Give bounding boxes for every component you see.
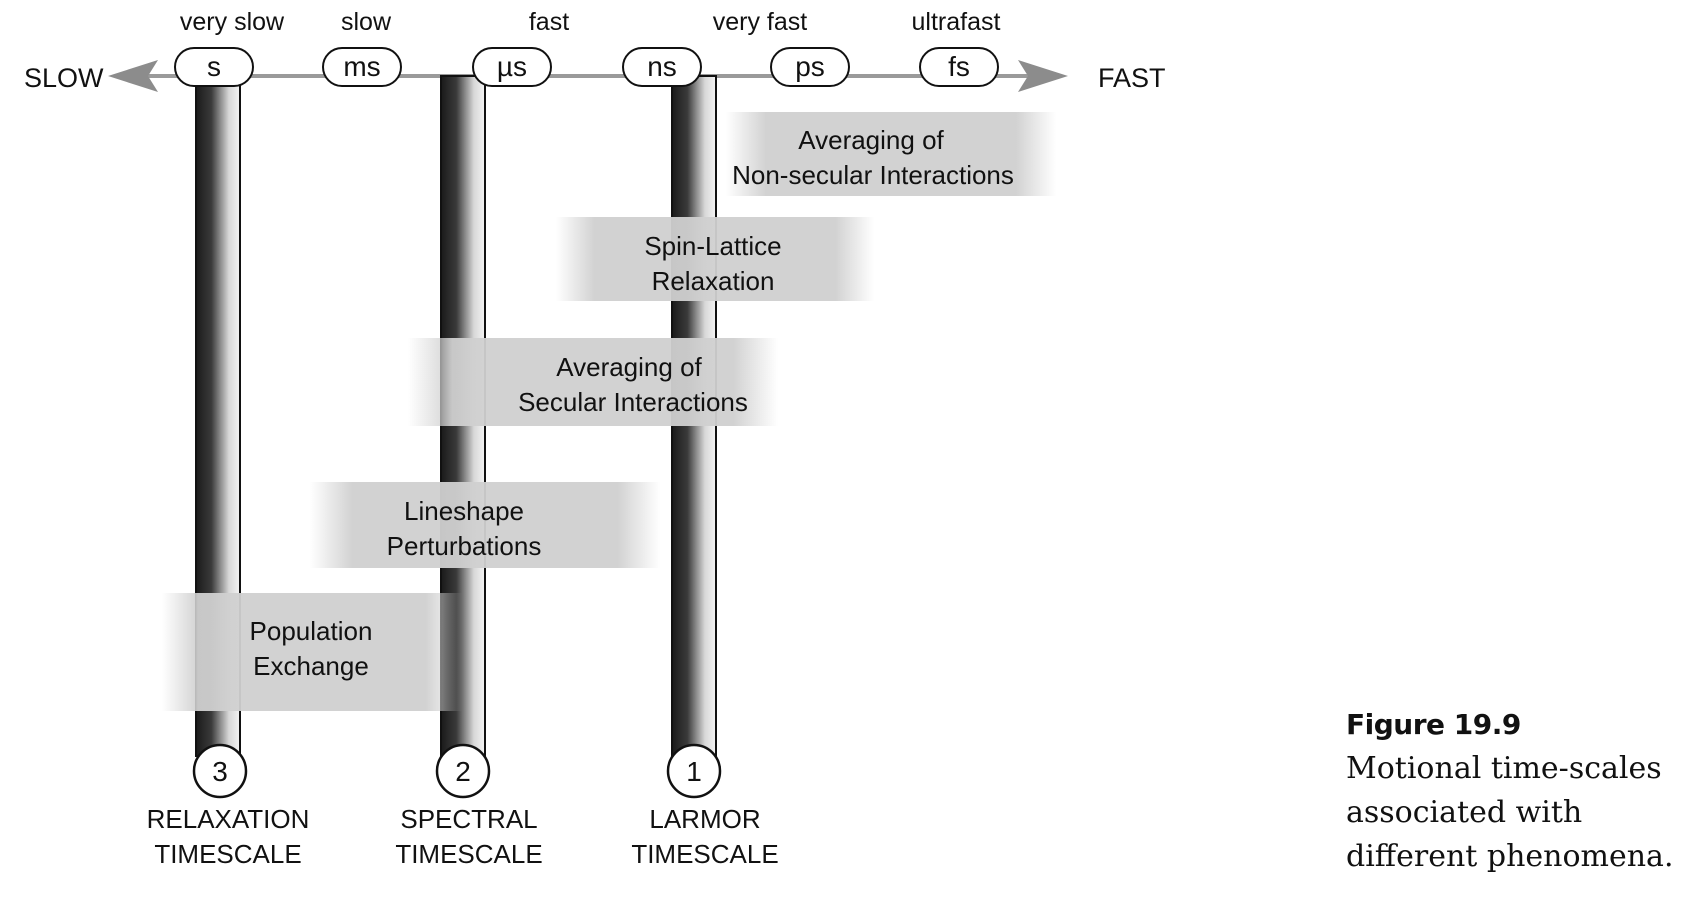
unit-pill-ps (770, 47, 850, 87)
caption-line: Motional time-scales (1346, 751, 1662, 786)
larmor-label-line1: LARMOR (649, 804, 760, 834)
phenomenon-lineshape-line2: Perturbations (387, 531, 542, 561)
timescale-1-number: 1 (686, 756, 702, 787)
axis-left-label: SLOW (24, 63, 104, 93)
phenomenon-secular-line1: Averaging of (556, 352, 702, 382)
unit-label-ns: ns (647, 51, 677, 82)
speed-label-slow: slow (341, 8, 392, 36)
figure-description: Motional time-scales associated with dif… (1346, 747, 1686, 879)
unit-label-fs: fs (948, 51, 970, 82)
speed-label-very-slow: very slow (180, 8, 285, 36)
unit-pill-ms (322, 47, 402, 87)
phenomenon-nonsecular-line1: Averaging of (798, 125, 944, 155)
phenomenon-box-lineshape (310, 482, 660, 568)
phenomenon-box-spin-lattice (556, 217, 874, 301)
unit-label-ms: ms (343, 51, 380, 82)
unit-label-ps: ps (795, 51, 825, 82)
spectral-label-line1: SPECTRAL (400, 804, 537, 834)
relaxation-label-line2: TIMESCALE (154, 839, 301, 869)
phenomenon-secular-line2: Secular Interactions (518, 387, 748, 417)
phenomenon-box-secular (408, 338, 778, 426)
caption-line: different phenomena. (1346, 839, 1674, 874)
larmor-label-line2: TIMESCALE (631, 839, 778, 869)
unit-label-us: µs (497, 51, 527, 82)
unit-pill-ns (622, 47, 702, 87)
speed-label-fast: fast (529, 8, 569, 36)
timescale-2-circle (435, 743, 491, 799)
phenomenon-spin-lattice-line2: Relaxation (652, 266, 775, 296)
speed-label-ultrafast: ultrafast (912, 8, 1001, 36)
phenomenon-population-line1: Population (250, 616, 373, 646)
figure-caption: Figure 19.9 Motional time-scales associa… (1346, 708, 1686, 879)
unit-pill-fs (919, 47, 999, 87)
phenomenon-lineshape-line1: Lineshape (404, 496, 524, 526)
unit-pill-us (472, 47, 552, 87)
slow-arrowhead (108, 60, 158, 92)
figure-title: Figure 19.9 (1346, 708, 1521, 741)
timescale-3-number: 3 (212, 756, 228, 787)
unit-label-s: s (207, 51, 221, 82)
timescale-2-number: 2 (455, 756, 471, 787)
timescale-3-circle (192, 743, 248, 799)
phenomenon-box-population (162, 593, 462, 711)
axis-right-label: FAST (1098, 63, 1166, 93)
relaxation-label-line1: RELAXATION (147, 804, 310, 834)
phenomenon-box-nonsecular (726, 112, 1056, 196)
spectral-label-line2: TIMESCALE (395, 839, 542, 869)
fast-arrowhead (1018, 60, 1068, 92)
caption-line: associated with (1346, 795, 1583, 830)
timescale-1-circle (666, 743, 722, 799)
phenomenon-spin-lattice-line1: Spin-Lattice (644, 231, 781, 261)
phenomenon-population-line2: Exchange (253, 651, 369, 681)
unit-pill-s (174, 47, 254, 87)
phenomenon-nonsecular-line2: Non-secular Interactions (732, 160, 1014, 190)
speed-label-very-fast: very fast (713, 8, 808, 36)
